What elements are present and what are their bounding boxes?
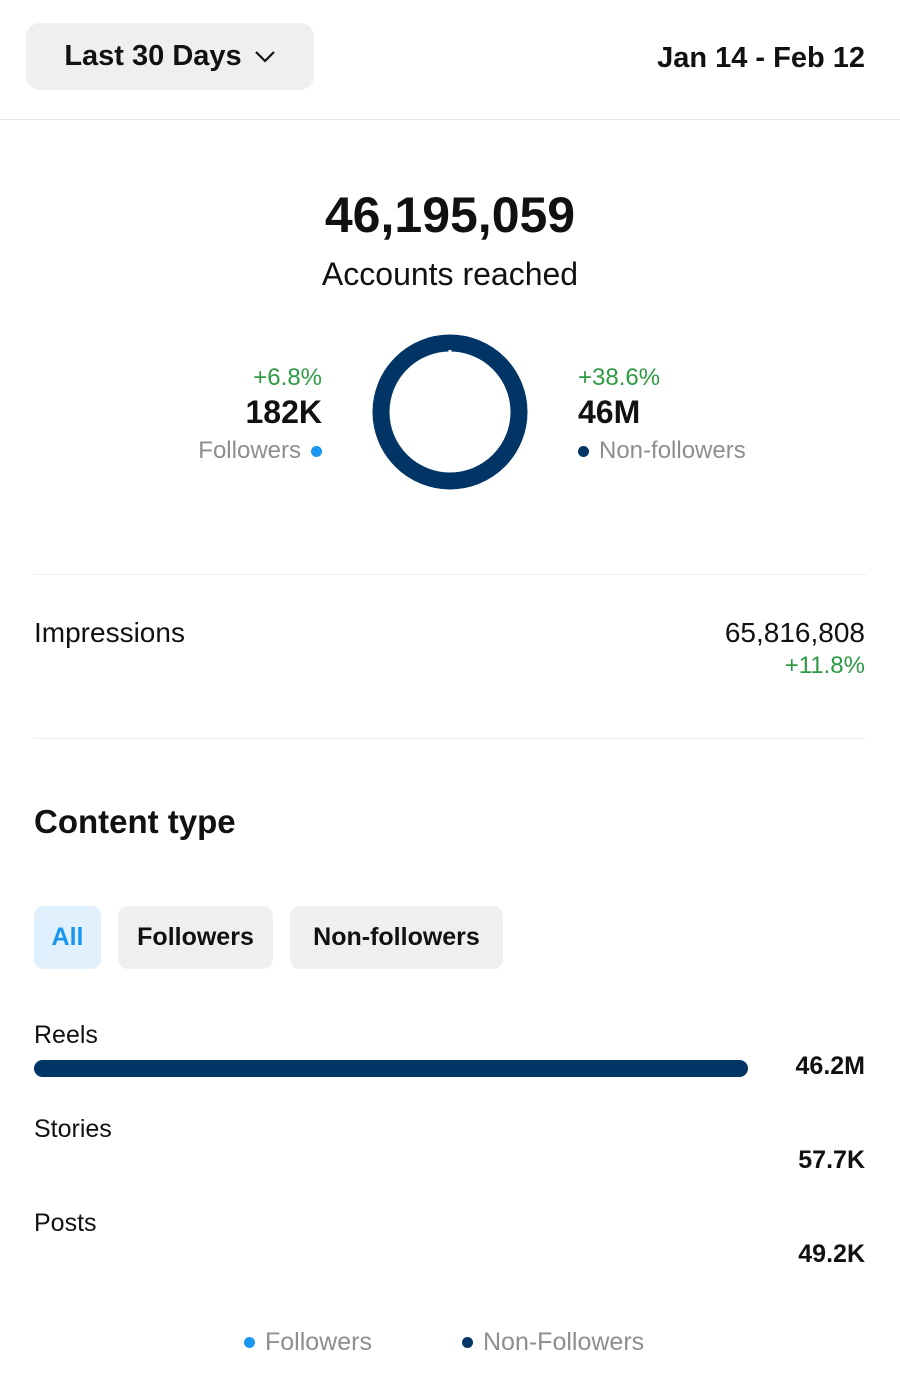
accounts-reached-label: Accounts reached <box>321 256 579 292</box>
filter-followers-chip[interactable]: Followers <box>118 906 273 969</box>
reach-donut-chart <box>372 334 528 490</box>
stories-label: Stories <box>34 1115 112 1143</box>
non-followers-change: +38.6% <box>578 364 661 391</box>
followers-dot-icon <box>311 445 322 457</box>
impressions-label: Impressions <box>34 617 185 648</box>
non-followers-label: Non-followers <box>599 437 746 464</box>
accounts-reached-total: 46,195,059 <box>324 187 576 243</box>
reels-bar <box>34 1060 748 1077</box>
posts-value: 49.2K <box>798 1240 865 1268</box>
filter-non-followers-chip[interactable]: Non-followers <box>290 906 503 969</box>
non-followers-dot-icon <box>462 1337 473 1348</box>
donut-non-followers-segment <box>372 334 528 490</box>
content-type-title: Content type <box>34 803 236 840</box>
divider <box>34 574 866 575</box>
followers-stat: +6.8% 182K Followers <box>198 364 322 465</box>
legend-non-followers: Non-Followers <box>462 1328 644 1357</box>
period-dropdown[interactable]: Last 30 Days <box>26 23 314 90</box>
reels-label: Reels <box>34 1021 98 1049</box>
header-divider <box>0 119 900 120</box>
period-label: Last 30 Days <box>64 40 242 72</box>
followers-value: 182K <box>245 394 323 430</box>
non-followers-stat: +38.6% 46M Non-followers <box>578 364 746 465</box>
filter-all-chip[interactable]: All <box>34 906 101 969</box>
impressions-change: +11.8% <box>784 652 865 679</box>
non-followers-dot-icon <box>578 445 589 457</box>
stories-value: 57.7K <box>798 1146 865 1174</box>
legend-followers: Followers <box>244 1328 372 1357</box>
legend-followers-label: Followers <box>265 1328 372 1356</box>
non-followers-value: 46M <box>578 394 641 430</box>
followers-label: Followers <box>198 437 301 464</box>
posts-label: Posts <box>34 1209 97 1237</box>
chevron-down-icon <box>254 50 275 63</box>
followers-dot-icon <box>244 1337 255 1348</box>
reels-value: 46.2M <box>795 1052 865 1080</box>
date-range: Jan 14 - Feb 12 <box>657 42 865 74</box>
divider <box>34 738 866 739</box>
legend-non-followers-label: Non-Followers <box>483 1328 645 1356</box>
followers-change: +6.8% <box>253 364 322 391</box>
impressions-value: 65,816,808 <box>724 617 865 648</box>
